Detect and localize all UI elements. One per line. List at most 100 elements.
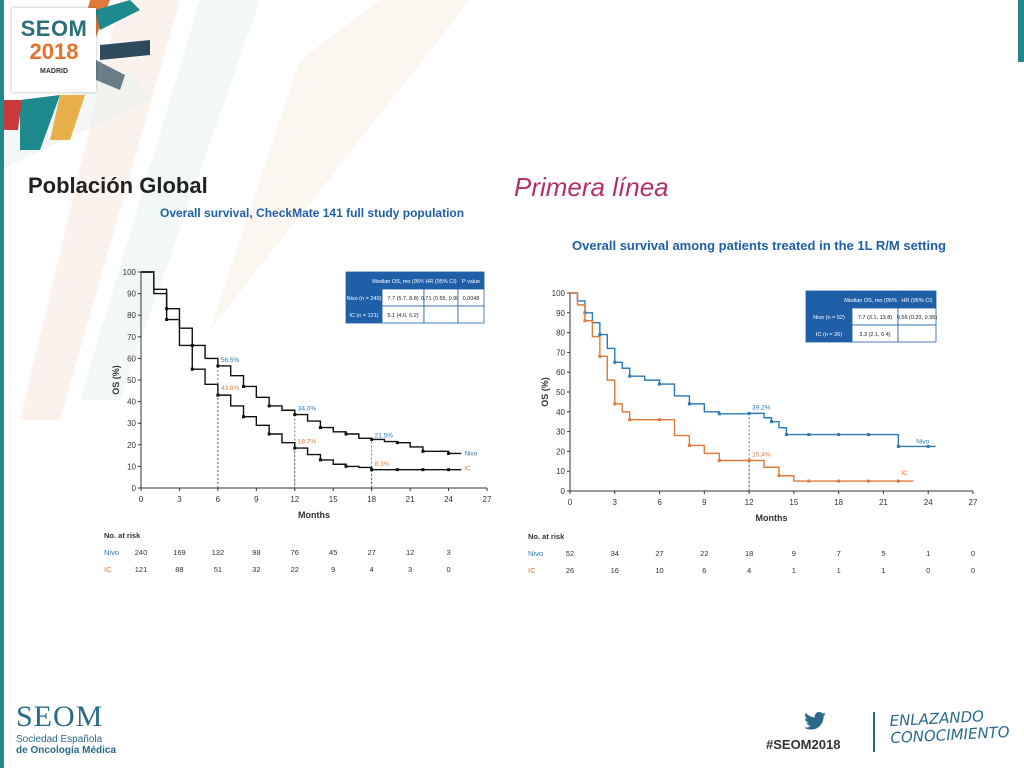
at-risk-row-name: Nivo xyxy=(528,549,543,558)
x-tick-label: 3 xyxy=(177,495,182,504)
censor-mark xyxy=(770,420,773,424)
legend-cell-text: HR (95% CI) xyxy=(425,279,456,285)
left-heading: Población Global xyxy=(28,173,208,198)
y-tick-label: 20 xyxy=(127,441,136,450)
censor-mark xyxy=(421,468,425,472)
x-tick-label: 12 xyxy=(745,498,754,507)
annotation-label: 15.4% xyxy=(752,452,771,459)
logo-line1: SEOM xyxy=(20,16,88,41)
annotation-label: 18.7% xyxy=(298,439,317,446)
legend-cell-text: HR (95% CI) xyxy=(901,298,932,304)
at-risk-value: 0 xyxy=(446,565,450,574)
y-tick-label: 40 xyxy=(127,398,136,407)
at-risk-value: 32 xyxy=(252,565,260,574)
at-risk-row-name: IC xyxy=(528,566,536,575)
at-risk-value: 1 xyxy=(837,566,841,575)
y-tick-label: 70 xyxy=(556,348,565,357)
chart-title: Overall survival among patients treated … xyxy=(572,238,946,253)
x-tick-label: 6 xyxy=(657,498,662,507)
x-tick-label: 0 xyxy=(568,498,573,507)
y-tick-label: 10 xyxy=(127,462,136,471)
y-tick-label: 0 xyxy=(132,484,137,493)
legend-cell-text: 7.7 (3.1, 13.8) xyxy=(858,315,892,321)
series-end-label: IC xyxy=(464,466,471,473)
censor-mark xyxy=(807,479,811,483)
y-tick-label: 10 xyxy=(556,467,565,476)
annotation-label: 43.6% xyxy=(221,385,240,392)
censor-mark xyxy=(598,354,602,358)
slogan: ENLAZANDO CONOCIMIENTO xyxy=(889,707,1010,747)
censor-mark xyxy=(216,364,220,368)
twitter-icon xyxy=(804,712,826,730)
x-tick-label: 27 xyxy=(483,495,492,504)
at-risk-value: 10 xyxy=(655,566,663,575)
censor-mark xyxy=(318,426,322,430)
at-risk-value: 9 xyxy=(792,549,796,558)
y-axis-label: OS (%) xyxy=(111,365,121,395)
x-tick-label: 9 xyxy=(254,495,259,504)
censor-mark xyxy=(267,432,271,436)
seom-wordmark: SEOM xyxy=(16,700,104,733)
y-tick-label: 40 xyxy=(556,408,565,417)
x-tick-label: 12 xyxy=(290,495,299,504)
at-risk-value: 34 xyxy=(611,549,619,558)
legend-cell xyxy=(457,305,485,324)
at-risk-value: 240 xyxy=(135,548,148,557)
legend-cell xyxy=(423,305,459,324)
at-risk-value: 121 xyxy=(135,565,148,574)
censor-mark xyxy=(896,479,900,483)
y-tick-label: 80 xyxy=(556,329,565,338)
censor-mark xyxy=(926,444,930,448)
seom-society-logo: SEOM Sociedad Española de Oncología Médi… xyxy=(16,700,116,756)
seom2018-logo: SEOM 2018 MADRID xyxy=(12,8,96,92)
left-accent-bar xyxy=(0,0,4,768)
chart-global-population: Overall survival, CheckMate 141 full stu… xyxy=(104,206,492,574)
at-risk-value: 0 xyxy=(971,549,975,558)
censor-mark xyxy=(395,441,399,445)
x-tick-label: 18 xyxy=(834,498,843,507)
series-end-label: Nivo xyxy=(464,450,477,457)
at-risk-value: 12 xyxy=(406,548,414,557)
at-risk-value: 1 xyxy=(792,566,796,575)
y-tick-label: 80 xyxy=(127,311,136,320)
x-tick-label: 9 xyxy=(702,498,707,507)
series-end-label: Nivo xyxy=(916,439,929,446)
y-tick-label: 60 xyxy=(556,368,565,377)
logo-line2: 2018 xyxy=(29,39,79,64)
censor-mark xyxy=(837,479,841,483)
hashtag: #SEOM2018 xyxy=(766,737,841,752)
y-tick-label: 50 xyxy=(556,388,565,397)
y-tick-label: 60 xyxy=(127,354,136,363)
censor-mark xyxy=(784,433,788,437)
censor-mark xyxy=(318,458,322,462)
censor-mark xyxy=(628,374,632,378)
legend-cell-text: IC (n = 121) xyxy=(349,313,378,319)
annotation-label: 56.5% xyxy=(221,357,240,364)
x-tick-label: 6 xyxy=(216,495,221,504)
at-risk-value: 4 xyxy=(370,565,374,574)
censor-mark xyxy=(717,412,721,416)
at-risk-value: 3 xyxy=(446,548,450,557)
x-tick-label: 15 xyxy=(329,495,338,504)
y-tick-label: 90 xyxy=(556,309,565,318)
at-risk-value: 3 xyxy=(408,565,412,574)
censor-mark xyxy=(628,418,632,422)
seom-line2: de Oncología Médica xyxy=(16,745,117,756)
censor-mark xyxy=(687,402,691,406)
y-axis-label: OS (%) xyxy=(540,377,550,407)
x-tick-label: 24 xyxy=(444,495,453,504)
censor-mark xyxy=(344,464,348,468)
at-risk-row-name: Nivo xyxy=(104,548,119,557)
x-tick-label: 15 xyxy=(789,498,798,507)
annotation-label: 39.2% xyxy=(752,404,771,411)
y-tick-label: 30 xyxy=(556,428,565,437)
at-risk-value: 27 xyxy=(655,549,663,558)
legend-cell-text: 0.56 (0.33, 0.95) xyxy=(897,315,938,321)
censor-mark xyxy=(293,413,297,417)
censor-mark xyxy=(658,382,662,386)
censor-mark xyxy=(687,443,691,447)
legend-cell-text: 3.3 (2.1, 6.4) xyxy=(859,332,890,338)
at-risk-value: 88 xyxy=(175,565,183,574)
y-tick-label: 70 xyxy=(127,333,136,342)
right-heading: Primera línea xyxy=(514,172,669,202)
